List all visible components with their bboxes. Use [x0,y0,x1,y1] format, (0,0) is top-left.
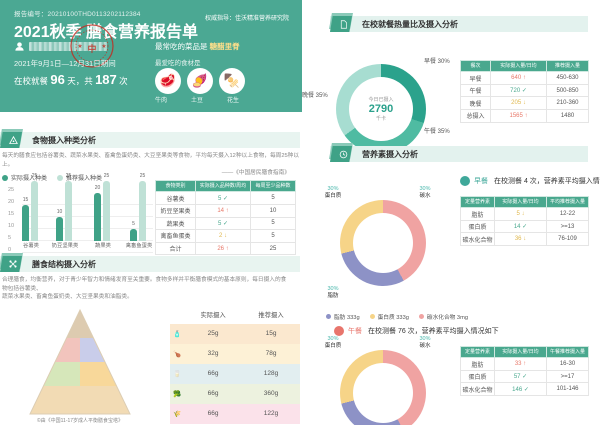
svg-text:★: ★ [77,43,82,50]
svg-text:©由《中国11-17岁成人平衡膳食宝塔》: ©由《中国11-17岁成人平衡膳食宝塔》 [37,417,123,424]
svg-text:★: ★ [101,43,106,50]
svg-text:中: 中 [87,43,96,54]
